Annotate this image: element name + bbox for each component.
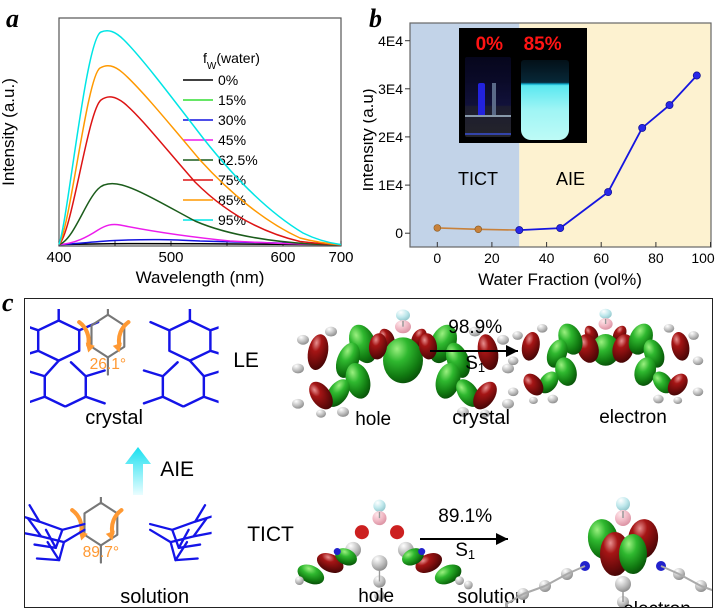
- svg-text:Water Fraction (vol%): Water Fraction (vol%): [478, 270, 642, 289]
- svg-text:30%: 30%: [218, 112, 246, 128]
- svg-text:40: 40: [539, 250, 555, 266]
- svg-text:15%: 15%: [218, 92, 246, 108]
- svg-text:Intensity (a.u): Intensity (a.u): [363, 89, 377, 192]
- svg-text:Wavelength (nm): Wavelength (nm): [136, 268, 265, 287]
- svg-text:fW(water): fW(water): [203, 50, 260, 72]
- svg-text:4E4: 4E4: [378, 33, 403, 49]
- svg-text:75%: 75%: [218, 172, 246, 188]
- svg-text:95%: 95%: [218, 212, 246, 228]
- svg-text:2E4: 2E4: [378, 129, 403, 145]
- svg-text:1E4: 1E4: [378, 177, 403, 193]
- svg-text:80: 80: [648, 250, 664, 266]
- svg-text:500: 500: [158, 249, 183, 266]
- svg-text:400: 400: [46, 249, 71, 266]
- svg-text:62.5%: 62.5%: [218, 152, 258, 168]
- svg-text:45%: 45%: [218, 132, 246, 148]
- svg-text:60: 60: [593, 250, 609, 266]
- svg-text:26.1°: 26.1°: [90, 356, 127, 373]
- svg-text:89.7°: 89.7°: [83, 544, 120, 561]
- svg-text:700: 700: [328, 249, 353, 266]
- svg-text:600: 600: [270, 249, 295, 266]
- svg-text:3E4: 3E4: [378, 81, 403, 97]
- svg-text:0: 0: [433, 250, 441, 266]
- svg-text:100: 100: [691, 250, 715, 266]
- svg-text:Intensity (a.u.): Intensity (a.u.): [0, 78, 18, 186]
- svg-text:0: 0: [395, 225, 403, 241]
- svg-text:0%: 0%: [218, 72, 238, 88]
- svg-text:20: 20: [484, 250, 500, 266]
